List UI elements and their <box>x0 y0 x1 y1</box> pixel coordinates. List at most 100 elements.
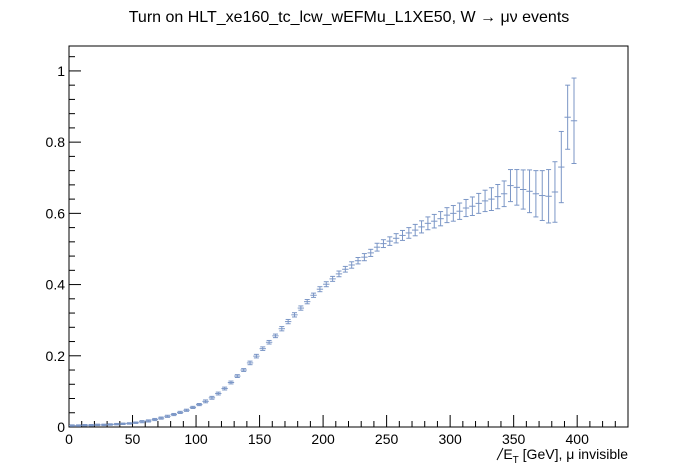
data-series <box>69 77 578 427</box>
data-point <box>272 333 279 339</box>
data-point <box>196 402 203 407</box>
data-point <box>373 242 381 252</box>
data-point <box>380 239 387 249</box>
data-point <box>456 202 463 220</box>
y-axis: 0 0.2 0.4 0.6 0.8 1 <box>46 56 81 435</box>
data-point <box>488 187 495 212</box>
data-point <box>520 169 527 210</box>
met-slash <box>496 447 504 461</box>
data-point <box>265 339 273 345</box>
x-axis-label: ET [GeV], μ invisible <box>503 446 628 466</box>
data-point <box>450 205 457 222</box>
data-point <box>500 180 508 208</box>
x-tick-label: 250 <box>375 431 399 447</box>
data-point <box>81 424 89 427</box>
data-point <box>246 360 254 366</box>
data-point <box>354 257 362 265</box>
y-tick-label: 1 <box>57 63 65 79</box>
data-point <box>481 189 489 213</box>
y-tick-label: 0.2 <box>46 348 66 364</box>
x-tick-label: 150 <box>248 431 272 447</box>
data-point <box>132 421 139 424</box>
data-point <box>259 346 266 351</box>
data-point <box>94 423 101 427</box>
data-point <box>329 275 336 282</box>
data-point <box>215 391 222 396</box>
data-point <box>564 84 571 150</box>
x-tick-label: 50 <box>125 431 141 447</box>
data-point <box>361 253 368 262</box>
data-point <box>291 312 298 318</box>
data-point <box>100 423 108 427</box>
data-point <box>189 405 197 409</box>
data-point <box>412 223 419 237</box>
data-point <box>418 220 425 234</box>
data-point <box>202 399 209 404</box>
data-point <box>513 169 521 206</box>
data-point <box>240 368 247 372</box>
data-point <box>316 286 324 293</box>
data-point <box>151 417 158 422</box>
data-point <box>253 353 260 359</box>
data-point <box>119 422 127 426</box>
data-point <box>532 170 540 218</box>
data-point <box>431 213 438 229</box>
x-tick-label: 200 <box>311 431 335 447</box>
data-point <box>342 265 349 273</box>
data-point <box>126 422 133 425</box>
data-point <box>69 424 76 427</box>
data-point <box>443 207 451 224</box>
data-point <box>367 248 374 257</box>
data-point <box>75 424 82 427</box>
y-tick-label: 0.4 <box>46 277 66 293</box>
y-tick-label: 0.8 <box>46 134 66 150</box>
data-point <box>570 77 578 165</box>
data-point <box>475 192 482 214</box>
data-point <box>386 236 393 246</box>
data-point <box>234 374 241 379</box>
data-point <box>469 196 476 216</box>
data-point <box>335 270 343 278</box>
data-point <box>304 299 311 305</box>
data-point <box>545 169 552 224</box>
data-point <box>558 130 565 204</box>
data-point <box>551 161 559 223</box>
data-point <box>164 414 171 418</box>
data-point <box>88 424 95 427</box>
data-point <box>424 216 432 231</box>
x-tick-label: 0 <box>65 431 73 447</box>
data-point <box>107 423 114 426</box>
data-point <box>176 410 184 414</box>
data-point <box>399 229 406 241</box>
data-point <box>323 281 330 288</box>
data-point <box>284 318 292 325</box>
data-point <box>227 380 235 385</box>
y-tick-label: 0 <box>57 419 65 435</box>
plot-frame <box>68 45 629 428</box>
y-tick-label: 0.6 <box>46 205 66 221</box>
data-point <box>113 422 120 426</box>
data-point <box>297 305 305 311</box>
data-point <box>539 170 546 221</box>
data-point <box>494 184 501 210</box>
data-point <box>221 386 228 391</box>
data-point <box>462 198 470 218</box>
data-point <box>145 419 152 423</box>
data-point <box>507 169 514 203</box>
data-point <box>278 326 285 332</box>
data-point <box>208 395 216 400</box>
data-point <box>392 233 400 244</box>
data-point <box>348 261 355 269</box>
data-point <box>183 408 190 412</box>
data-point <box>170 412 177 417</box>
data-point <box>138 420 146 424</box>
data-point <box>157 416 165 420</box>
data-point <box>526 169 533 214</box>
data-point <box>437 211 444 227</box>
chart-title: Turn on HLT_xe160_tc_lcw_wEFMu_L1XE50, W… <box>129 9 570 26</box>
x-tick-label: 350 <box>502 431 526 447</box>
x-tick-label: 100 <box>184 431 208 447</box>
x-tick-label: 400 <box>566 431 590 447</box>
data-point <box>405 227 413 239</box>
